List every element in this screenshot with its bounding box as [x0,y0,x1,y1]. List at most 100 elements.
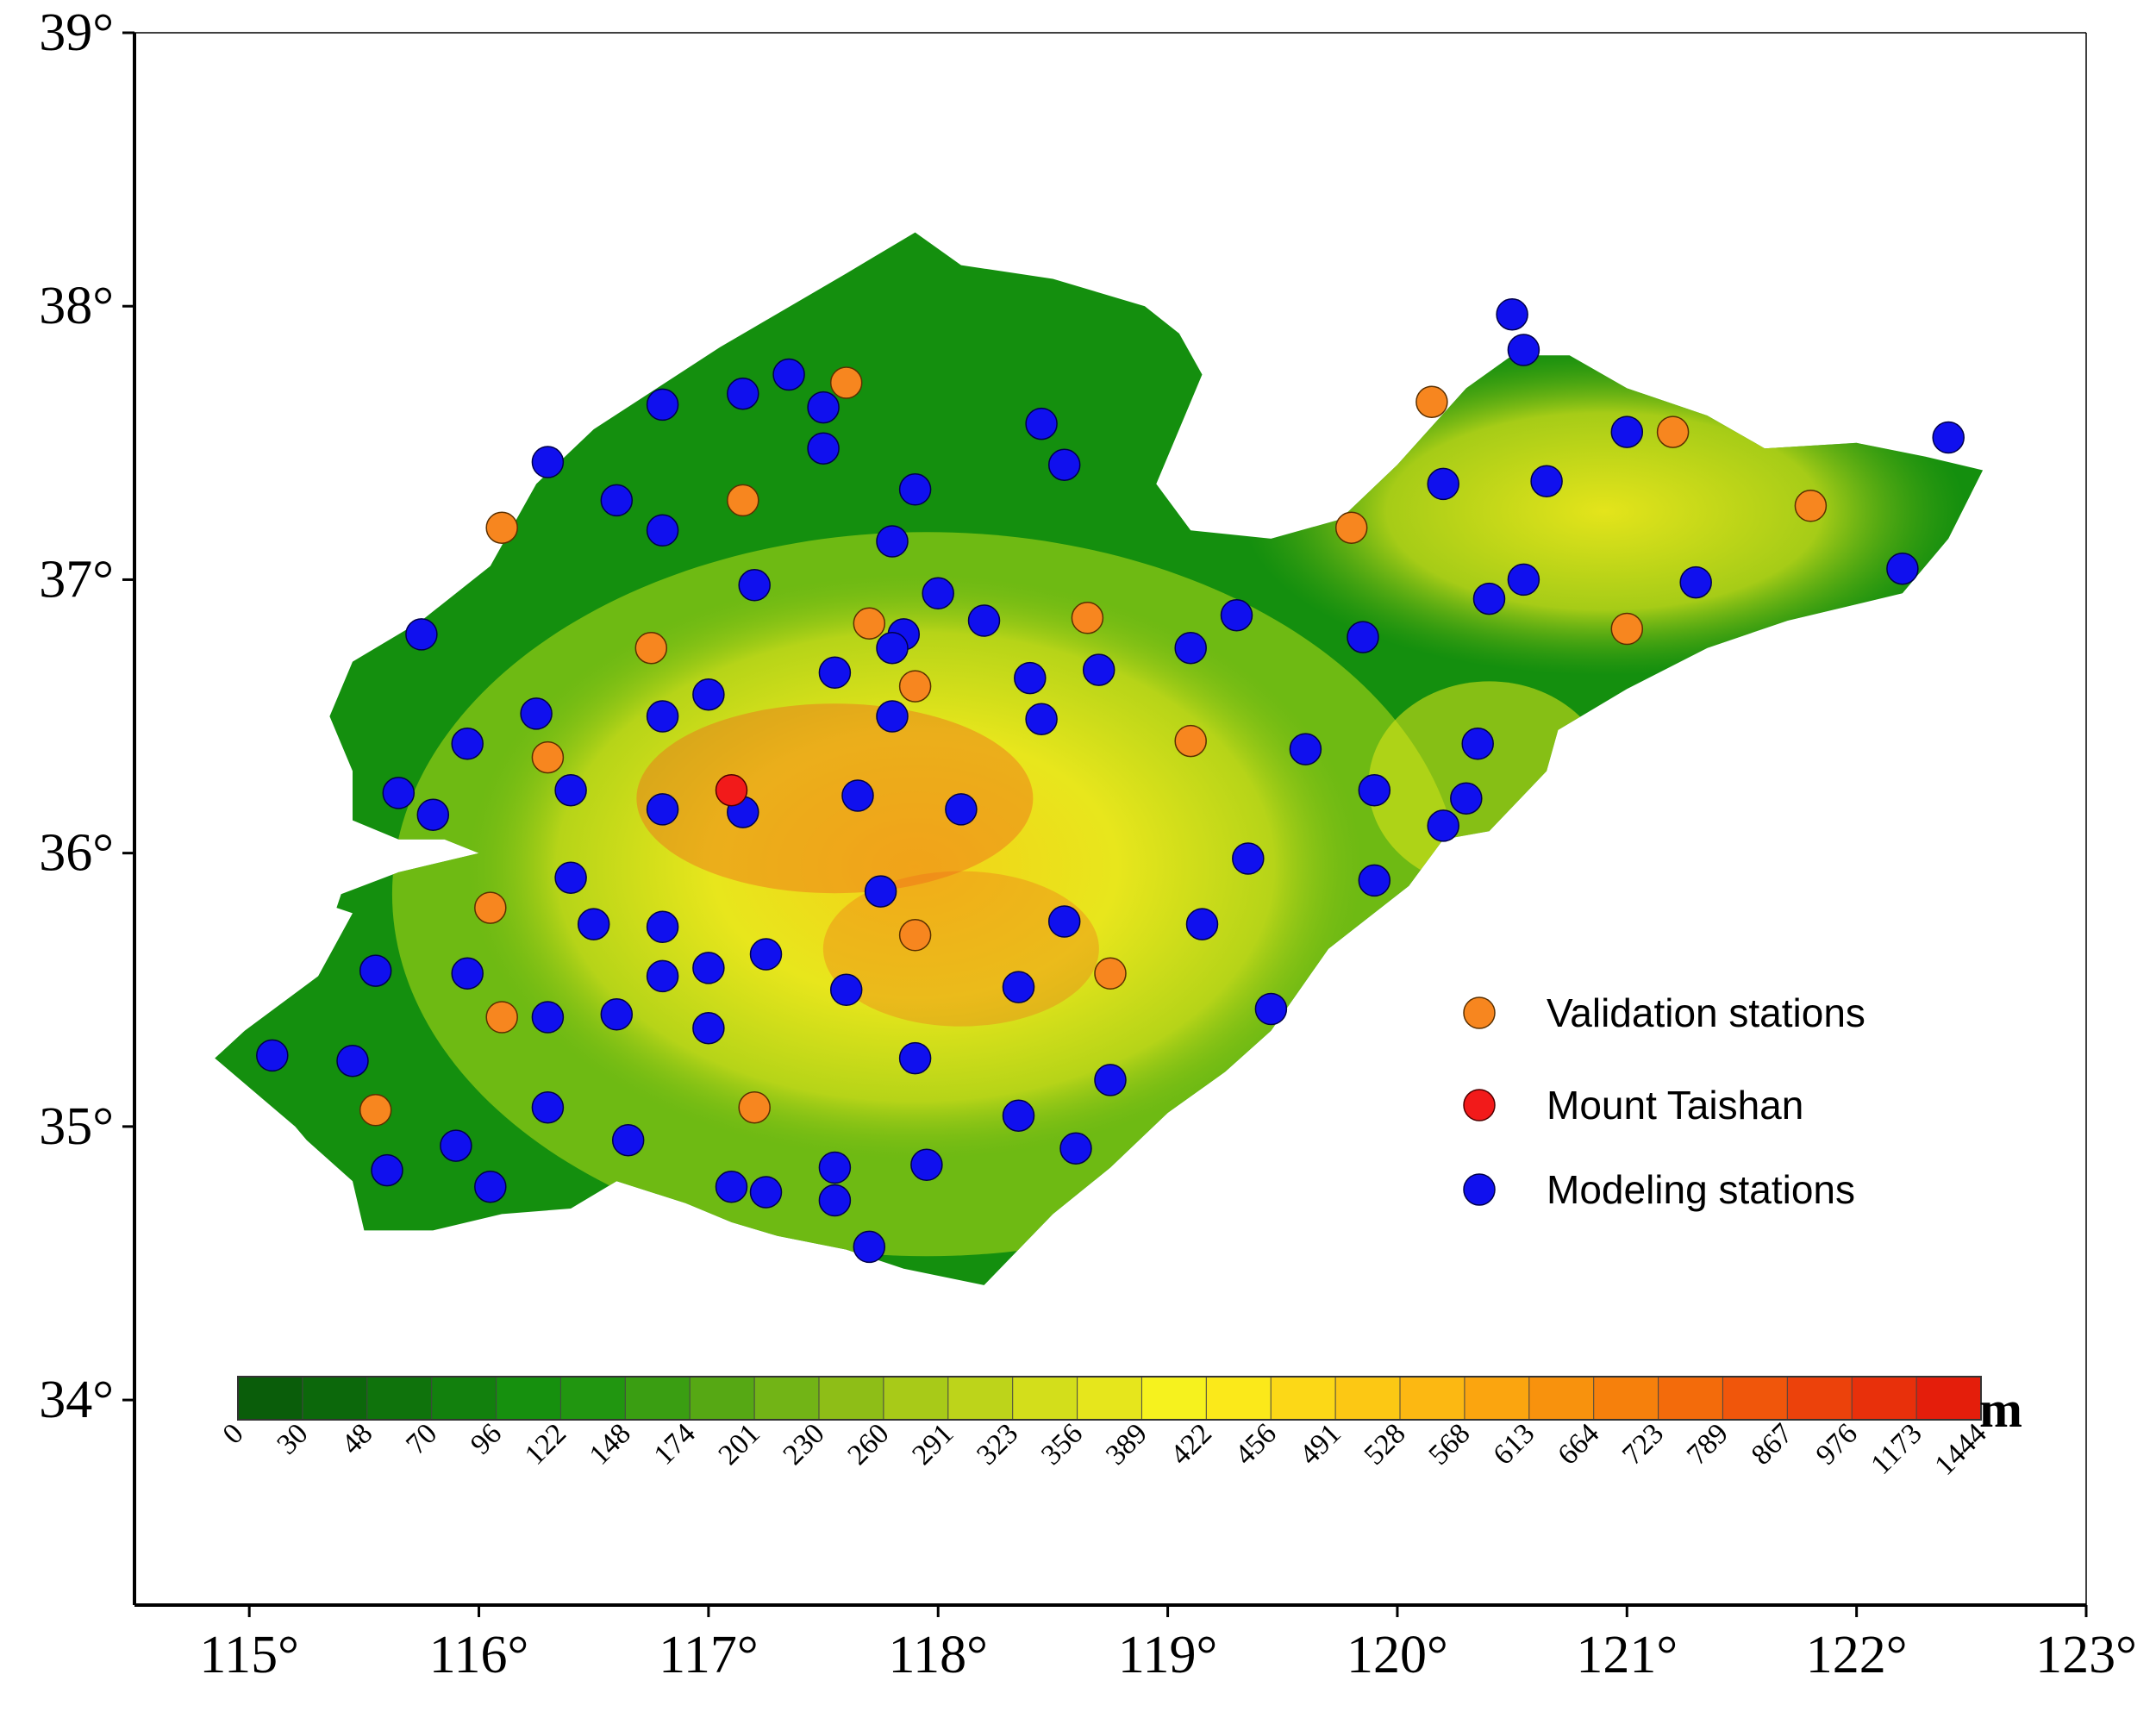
colorbar-swatch [366,1376,433,1421]
colorbar-swatch [1140,1376,1208,1421]
modeling-station [1025,703,1058,735]
x-tick-label: 120° [1347,1626,1448,1684]
modeling-station [1461,728,1494,760]
modeling-station [876,525,909,558]
validation-station [738,1090,771,1124]
x-tick-label: 119° [1118,1626,1218,1684]
colorbar-label: 613 [1487,1417,1540,1471]
validation-station [1656,415,1690,448]
modeling-station [922,577,954,610]
modeling-station [772,358,805,391]
stations-layer [256,297,1965,1264]
colorbar-label: 1173 [1865,1417,1928,1480]
colorbar-label: 230 [777,1417,830,1471]
modeling-station [818,656,852,690]
colorbar-label: 356 [1035,1417,1089,1471]
modeling-station [336,1044,369,1078]
colorbar-swatch [431,1376,497,1421]
modeling-station [1610,415,1644,448]
colorbar-label: 96 [465,1417,508,1460]
modeling-station [1185,908,1219,940]
modeling-station [440,1129,472,1162]
validation-station [1334,511,1368,544]
validation-station [1415,385,1448,418]
colorbar-swatch [1077,1376,1143,1421]
modeling-station [727,377,759,410]
validation-station [531,740,565,774]
colorbar-swatch [1915,1376,1983,1421]
colorbar-label: 867 [1746,1417,1799,1471]
y-tick-label: 35° [39,1097,114,1156]
colorbar-label: 389 [1100,1417,1153,1471]
colorbar-label: 260 [841,1417,895,1471]
x-tick-label: 115° [199,1626,299,1684]
modeling-station [1496,297,1528,331]
validation-station [634,631,668,665]
modeling-station [1220,598,1253,632]
colorbar-swatch [1464,1376,1530,1421]
colorbar-label: 976 [1810,1417,1864,1471]
colorbar-label: 664 [1552,1417,1605,1471]
modeling-station [520,697,553,730]
modeling-station [841,779,874,812]
y-tick-label: 37° [39,550,114,609]
validation-station [1794,490,1828,522]
colorbar-label: 723 [1616,1417,1670,1471]
legend-validation-marker [1463,996,1496,1029]
modeling-station [1002,971,1035,1003]
validation-station [474,891,507,924]
colorbar-swatch [1334,1376,1401,1421]
modeling-station [371,1153,403,1187]
modeling-station [818,1184,852,1217]
mountain-peaks [636,703,1034,894]
validation-station [1174,724,1207,758]
taishan-station [715,773,748,807]
modeling-station [646,959,679,993]
modeling-station [1450,782,1483,815]
colorbar-unit: m [1979,1381,2022,1438]
modeling-station [382,777,416,809]
modeling-station [1025,407,1058,440]
modeling-station [898,473,932,506]
colorbar-swatch [1012,1376,1078,1421]
colorbar-swatch [302,1376,368,1421]
modeling-station [1507,563,1540,597]
y-tick-label: 36° [39,824,114,883]
colorbar-swatch [1270,1376,1337,1421]
x-tick-label: 118° [888,1626,988,1684]
colorbar-swatch [818,1376,884,1421]
modeling-station [577,908,610,940]
modeling-station [1530,465,1563,497]
modeling-station [807,432,840,465]
legend-taishan-label: Mount Taishan [1547,1083,1803,1128]
modeling-station [531,446,565,478]
modeling-station [1082,653,1115,686]
modeling-station [1679,565,1712,599]
x-axis: 115° 116° 117° 118° 119° 120° 121° 122° 123° [199,1605,2137,1684]
modeling-station [1059,1132,1092,1165]
peninsula-hills [1241,347,1966,676]
legend-modeling-label: Modeling stations [1547,1167,1855,1212]
modeling-station [611,1123,645,1157]
colorbar-swatch [947,1376,1014,1421]
modeling-station [1507,334,1540,366]
modeling-station [898,1041,932,1075]
modeling-station [646,700,679,733]
modeling-station [646,910,679,944]
modeling-station [600,998,634,1031]
validation-station [898,670,932,703]
modeling-station [807,390,840,424]
colorbar-swatch [753,1376,820,1421]
colorbar-label: 528 [1358,1417,1411,1471]
legend-validation-label: Validation stations [1547,990,1865,1035]
modeling-station [600,484,634,517]
colorbar-swatch [1205,1376,1272,1421]
colorbar-label: 568 [1422,1417,1476,1471]
modeling-station [359,954,392,987]
colorbar-label: 456 [1229,1417,1283,1471]
modeling-station [531,1001,565,1034]
colorbar-label: 291 [906,1417,959,1471]
colorbar-label: 174 [648,1417,702,1471]
colorbar-label: 30 [271,1417,314,1460]
